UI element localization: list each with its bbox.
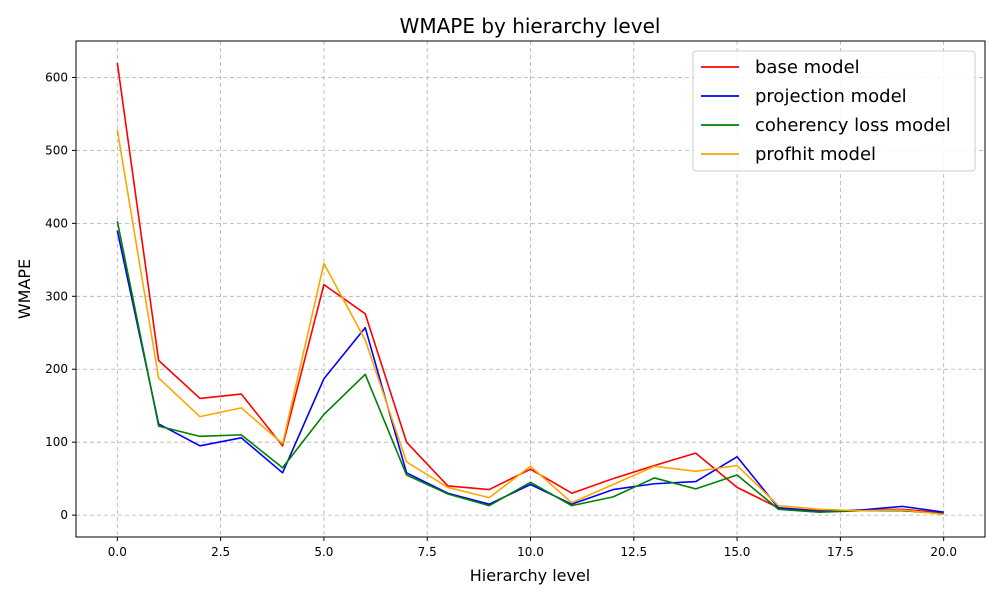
- y-tick-label: 600: [45, 70, 68, 84]
- legend: base model projection model coherency loss…: [692, 50, 976, 172]
- legend-label: coherency loss model: [755, 115, 951, 136]
- x-tick-label: 17.5: [827, 545, 854, 559]
- series-line-profhit-model: [116, 129, 944, 516]
- x-tick-label: 12.5: [620, 545, 647, 559]
- x-tick-label: 5.0: [314, 545, 333, 559]
- y-tick-label: 0: [60, 508, 68, 522]
- y-tick-label: 200: [45, 362, 68, 376]
- legend-label: base model: [755, 57, 860, 78]
- x-tick-label: 20.0: [930, 545, 957, 559]
- series-lines: [116, 62, 944, 516]
- x-axis: 0.0 2.5 5.0 7.5 10.0 12.5 15.0 17.5 20.0: [108, 537, 957, 559]
- legend-label: profhit model: [755, 144, 876, 165]
- series-line-projection-model: [116, 230, 944, 513]
- series-line-coherency-loss-model: [116, 221, 944, 515]
- x-tick-label: 7.5: [418, 545, 437, 559]
- chart-title: WMAPE by hierarchy level: [400, 14, 661, 38]
- y-tick-label: 500: [45, 143, 68, 157]
- legend-box: [692, 50, 976, 172]
- x-tick-label: 10.0: [517, 545, 544, 559]
- y-axis: 0 100 200 300 400 500 600: [45, 70, 76, 522]
- legend-label: projection model: [755, 86, 907, 107]
- x-tick-label: 0.0: [108, 545, 127, 559]
- x-tick-label: 2.5: [211, 545, 230, 559]
- y-tick-label: 300: [45, 289, 68, 303]
- y-tick-label: 400: [45, 216, 68, 230]
- x-tick-label: 15.0: [724, 545, 751, 559]
- y-tick-label: 100: [45, 435, 68, 449]
- y-axis-title: WMAPE: [15, 259, 34, 319]
- x-axis-title: Hierarchy level: [470, 566, 590, 585]
